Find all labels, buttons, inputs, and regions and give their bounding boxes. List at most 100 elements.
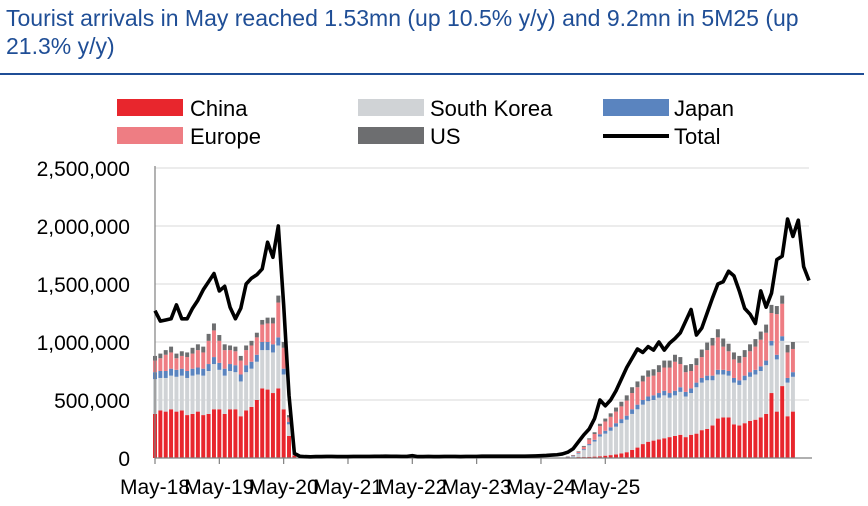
bar-japan <box>683 391 688 397</box>
bar-europe <box>206 340 211 365</box>
bar-south-korea <box>726 375 731 418</box>
bar-us <box>185 352 190 358</box>
bar-china <box>238 416 243 458</box>
bar-south-korea <box>228 371 233 410</box>
bar-europe <box>635 387 640 405</box>
bar-europe <box>254 337 259 355</box>
bar-china <box>780 386 785 458</box>
bar-japan <box>715 369 720 375</box>
bar-europe <box>217 340 222 363</box>
bar-europe <box>689 371 694 389</box>
bar-us <box>651 369 656 376</box>
bar-europe <box>764 332 769 361</box>
bar-south-korea <box>211 364 216 410</box>
bar-japan <box>195 367 200 375</box>
bar-japan <box>260 342 265 351</box>
bar-china <box>619 453 624 458</box>
bar-japan <box>646 396 651 402</box>
bar-europe <box>662 367 667 391</box>
bar-japan <box>635 404 640 410</box>
bar-japan <box>179 368 184 376</box>
bar-us <box>571 454 576 456</box>
bar-europe <box>270 323 275 345</box>
bar-europe <box>630 393 635 410</box>
bar-south-korea <box>206 371 211 414</box>
bar-japan <box>281 368 286 375</box>
bar-south-korea <box>169 375 174 410</box>
bar-china <box>742 423 747 458</box>
bar-south-korea <box>244 372 249 411</box>
bar-japan <box>619 419 624 424</box>
bar-japan <box>662 390 667 396</box>
bar-europe <box>179 355 184 369</box>
bar-south-korea <box>619 423 624 454</box>
bar-us <box>731 352 736 360</box>
bar-china <box>630 449 635 458</box>
bar-china <box>169 409 174 458</box>
bar-us <box>667 360 672 368</box>
bar-china <box>715 418 720 458</box>
legend-label-europe: Europe <box>190 124 261 149</box>
bar-europe <box>581 446 586 450</box>
bar-south-korea <box>721 374 726 418</box>
bar-south-korea <box>179 375 184 411</box>
bar-south-korea <box>646 401 651 442</box>
bar-japan <box>581 449 586 451</box>
bar-south-korea <box>233 372 238 410</box>
legend: China South Korea Japan Europe US Total <box>117 96 734 149</box>
bar-us <box>244 345 249 351</box>
bar-china <box>678 434 683 458</box>
bar-us <box>222 344 227 351</box>
bar-europe <box>281 347 286 369</box>
bar-us <box>774 306 779 315</box>
bar-us <box>576 451 581 452</box>
bar-us <box>790 342 795 349</box>
bar-china <box>705 429 710 458</box>
bar-japan <box>597 434 602 437</box>
bar-japan <box>689 388 694 394</box>
bar-europe <box>587 439 592 445</box>
bar-china <box>260 388 265 458</box>
bar-europe <box>228 350 233 365</box>
bar-japan <box>249 361 254 369</box>
bar-china <box>710 425 715 458</box>
bar-europe <box>774 314 779 355</box>
bar-japan <box>721 369 726 375</box>
bar-china <box>608 455 613 458</box>
bar-us <box>785 344 790 353</box>
bar-south-korea <box>624 419 629 453</box>
bar-japan <box>614 423 618 427</box>
bar-europe <box>195 350 200 368</box>
bar-china <box>190 413 195 458</box>
bar-south-korea <box>276 345 281 389</box>
legend-swatch-china <box>117 99 183 116</box>
bar-us <box>281 342 286 348</box>
x-tick-label: May-20 <box>249 476 319 499</box>
bar-china <box>233 409 238 458</box>
bar-china <box>785 416 790 458</box>
bar-us <box>619 401 624 407</box>
bar-china <box>158 410 163 458</box>
bar-china <box>211 409 216 458</box>
bar-europe <box>592 433 597 440</box>
bar-japan <box>742 375 747 381</box>
bar-south-korea <box>710 380 715 426</box>
bar-us <box>158 353 163 359</box>
bar-europe <box>640 381 645 400</box>
bar-south-korea <box>238 381 243 417</box>
bar-south-korea <box>640 404 645 445</box>
bar-us <box>260 319 265 325</box>
bar-china <box>673 435 677 458</box>
bar-us <box>228 345 233 351</box>
bar-us <box>592 432 597 434</box>
x-tick-label: May-24 <box>506 476 576 499</box>
bar-us <box>211 323 216 331</box>
bar-europe <box>651 375 656 396</box>
bar-south-korea <box>774 359 779 412</box>
bar-japan <box>571 455 576 457</box>
bar-china <box>635 447 640 458</box>
bar-china <box>614 454 618 458</box>
axes: 0 500,000 1,000,000 1,500,000 2,000,000 2,500… <box>37 158 812 499</box>
bar-europe <box>233 351 238 366</box>
bar-japan <box>667 393 672 398</box>
